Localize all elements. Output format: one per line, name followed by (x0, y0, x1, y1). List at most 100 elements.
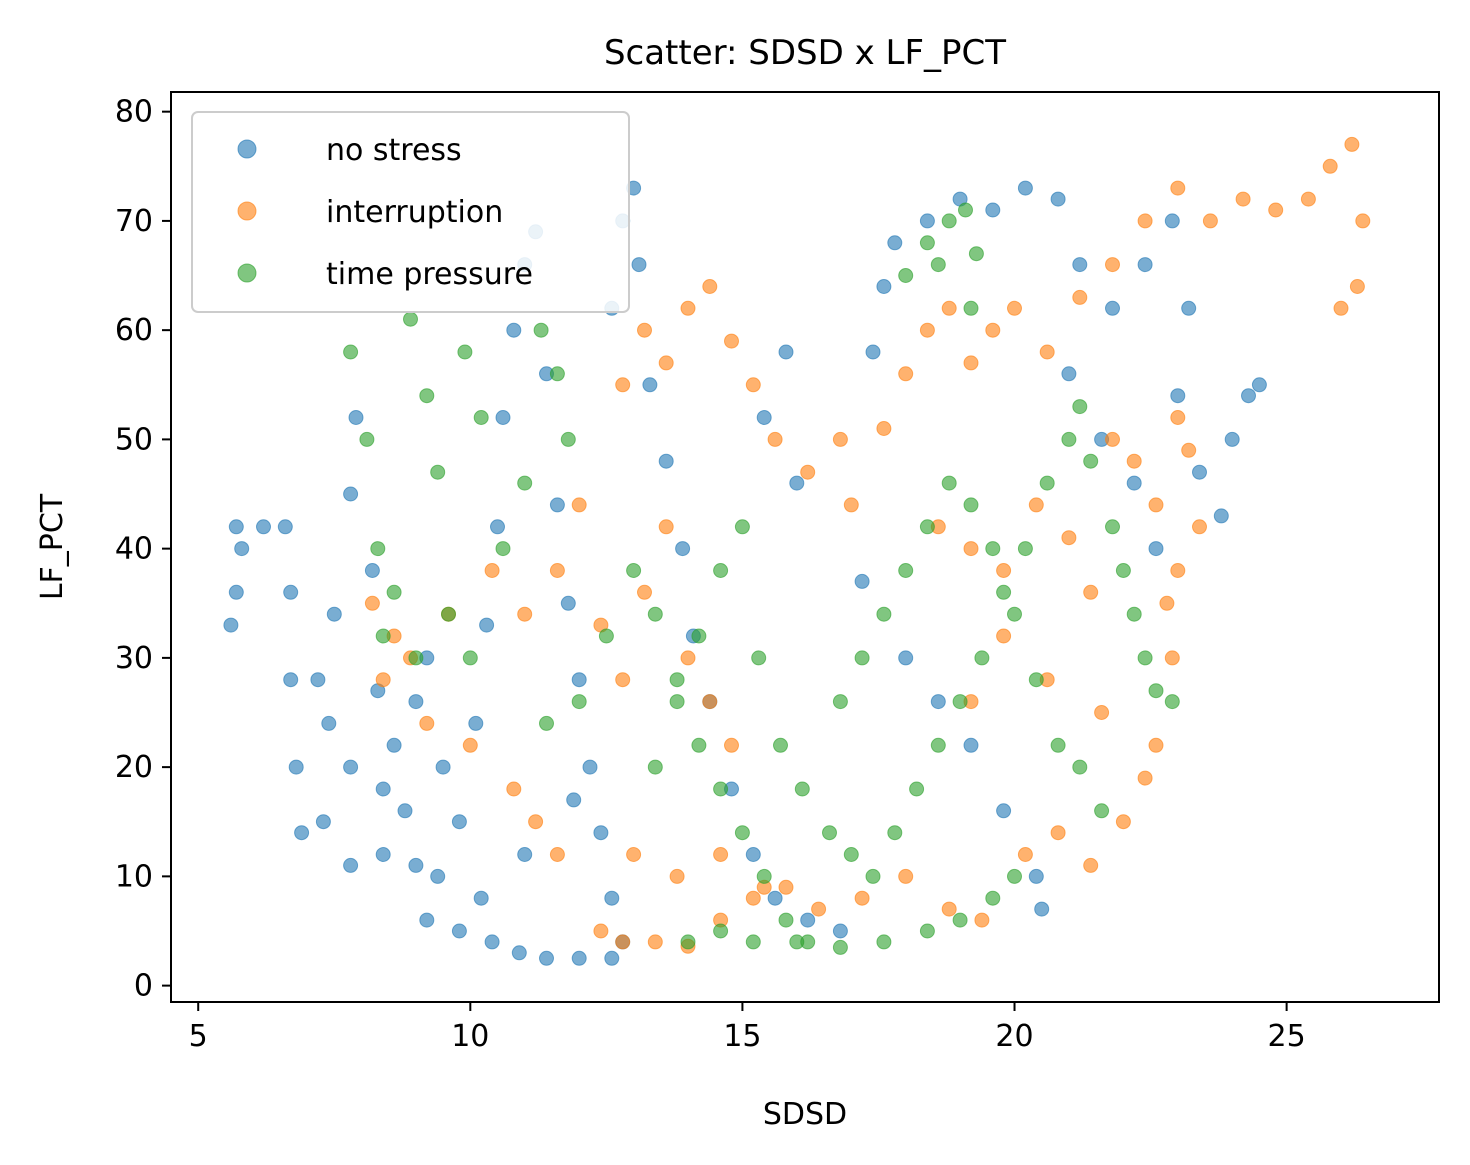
data-point (1170, 410, 1186, 425)
data-point (451, 814, 467, 830)
data-point (963, 497, 979, 513)
data-point (1170, 180, 1186, 196)
data-point (919, 923, 935, 939)
data-point (1192, 464, 1207, 480)
data-point (985, 322, 1001, 338)
data-point (490, 519, 505, 535)
data-point (375, 781, 391, 797)
data-point (767, 890, 783, 906)
data-point (473, 890, 489, 906)
data-point (658, 453, 674, 469)
data-point (778, 344, 794, 360)
data-point (800, 464, 816, 480)
data-point (702, 694, 718, 710)
data-point (876, 279, 892, 294)
data-point (1344, 136, 1360, 152)
data-point (256, 519, 271, 535)
y-tick-label: 40 (115, 532, 153, 567)
data-point (658, 355, 674, 371)
data-point (974, 912, 990, 928)
data-point (1094, 803, 1110, 819)
data-point (1137, 257, 1153, 273)
data-point (375, 847, 391, 862)
data-point (930, 737, 946, 753)
data-point (1007, 868, 1022, 884)
data-point (435, 759, 451, 775)
data-point (751, 650, 767, 666)
data-point (968, 246, 984, 262)
data-point (326, 606, 342, 622)
data-point (767, 431, 783, 447)
data-point (680, 650, 696, 666)
data-point (1251, 377, 1267, 393)
data-point (1061, 530, 1077, 546)
data-point (343, 759, 359, 775)
data-point (1039, 344, 1055, 360)
data-point (560, 431, 576, 447)
data-point (228, 519, 244, 535)
data-point (343, 486, 359, 502)
data-point (462, 650, 478, 666)
data-point (691, 737, 707, 753)
data-point (734, 825, 750, 841)
data-point (408, 694, 424, 710)
data-point (549, 366, 565, 382)
data-point (963, 541, 979, 557)
data-point (865, 868, 881, 884)
data-point (963, 300, 979, 316)
data-point (985, 890, 1001, 906)
data-point (528, 814, 544, 830)
data-point (832, 694, 848, 710)
data-point (484, 563, 500, 578)
data-point (566, 792, 582, 808)
data-point (887, 825, 903, 841)
data-point (1034, 901, 1050, 917)
data-point (539, 950, 554, 966)
data-point (996, 803, 1012, 819)
data-point (778, 879, 794, 895)
data-point (898, 563, 914, 578)
data-point (713, 923, 729, 939)
data-point (658, 519, 674, 535)
data-point (626, 563, 642, 578)
data-point (283, 584, 299, 600)
data-point (642, 377, 658, 393)
data-point (1115, 563, 1131, 578)
data-point (854, 650, 870, 666)
data-point (1072, 399, 1088, 415)
data-point (898, 268, 914, 283)
data-point (549, 497, 565, 513)
data-point (941, 901, 957, 917)
data-point (876, 421, 892, 436)
chart-title: Scatter: SDSD x LF_PCT (604, 33, 1006, 73)
data-point (941, 213, 957, 229)
data-point (1164, 650, 1180, 666)
data-point (958, 202, 973, 218)
data-point (294, 825, 310, 841)
data-point (887, 235, 903, 251)
data-point (843, 847, 859, 862)
data-point (1017, 541, 1033, 557)
legend-box (191, 111, 630, 313)
data-point (789, 475, 805, 491)
data-point (1061, 366, 1077, 382)
data-point (539, 715, 554, 731)
legend: no stress interruption time pressure (191, 111, 630, 313)
legend-label: time pressure (326, 257, 533, 292)
data-point (582, 759, 598, 775)
data-point (1241, 388, 1256, 404)
data-point (1126, 475, 1142, 491)
data-point (1202, 213, 1218, 229)
data-point (408, 650, 424, 666)
data-point (451, 923, 467, 939)
data-point (952, 912, 968, 928)
data-point (615, 377, 631, 393)
data-point (288, 759, 304, 775)
y-axis: 0 10 20 30 40 50 60 70 80 (115, 95, 171, 1004)
data-point (593, 923, 609, 939)
data-point (419, 388, 435, 404)
data-point (1083, 453, 1099, 469)
data-point (359, 431, 375, 447)
y-tick-label: 60 (115, 313, 153, 348)
